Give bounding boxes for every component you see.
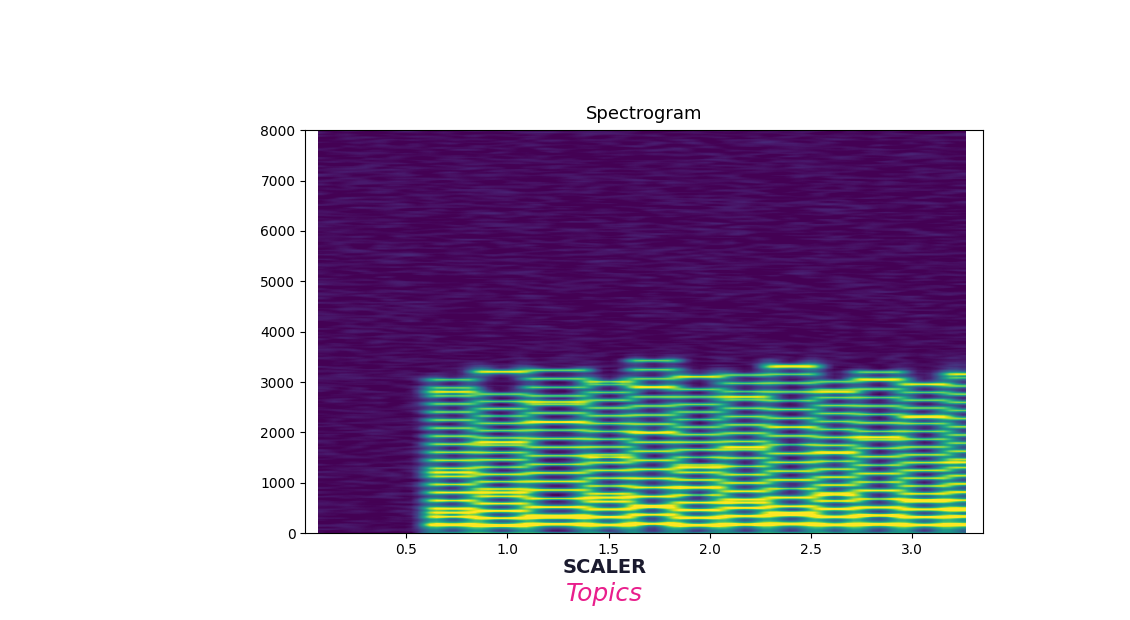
Text: SCALER: SCALER [563,558,646,577]
Title: Spectrogram: Spectrogram [585,105,703,123]
Text: Topics: Topics [566,582,643,606]
